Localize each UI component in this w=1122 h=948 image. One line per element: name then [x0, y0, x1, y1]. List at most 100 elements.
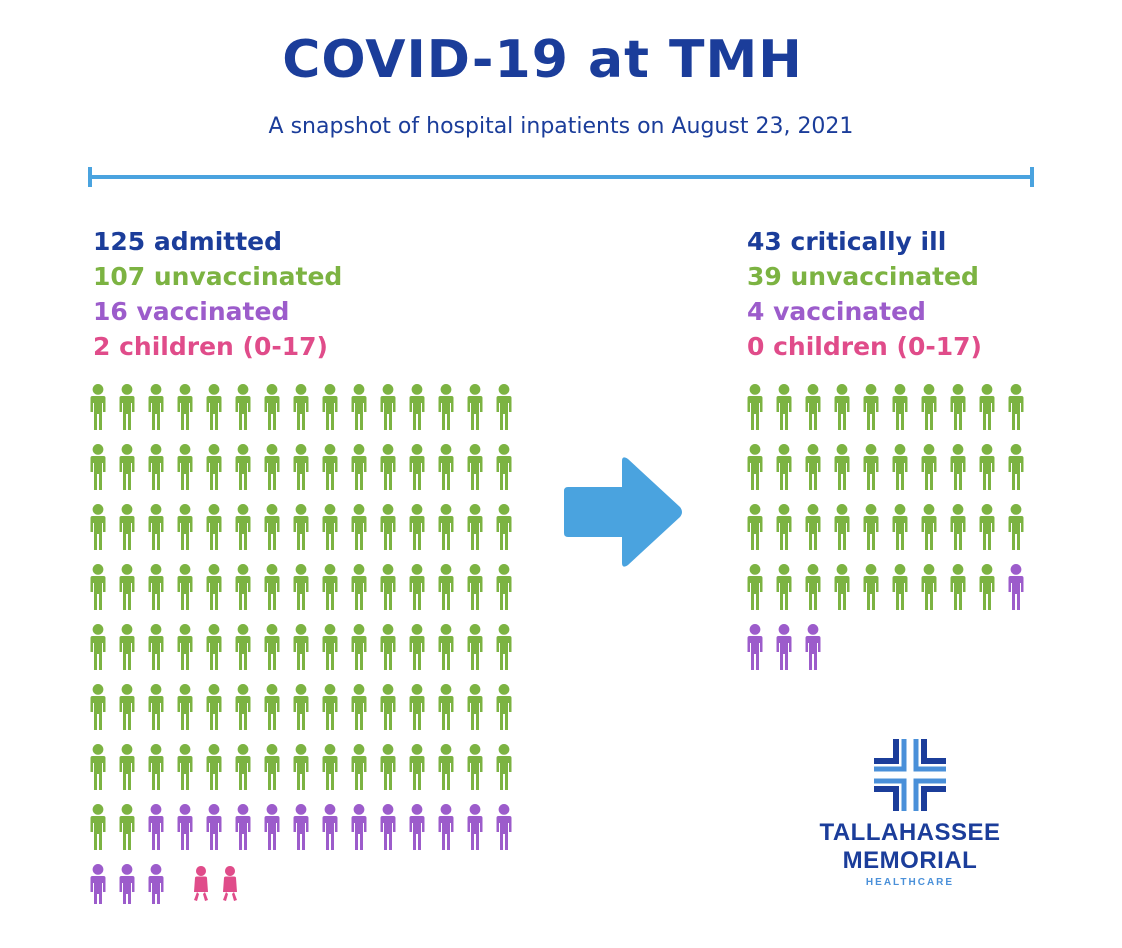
- arrow-right-icon: [564, 457, 682, 567]
- person-icon-vaccinated: [380, 804, 396, 850]
- person-icon-unvaccinated: [148, 504, 164, 550]
- admitted-unvaccinated: 107 unvaccinated: [93, 262, 343, 291]
- person-icon-unvaccinated: [892, 564, 908, 610]
- person-icon-unvaccinated: [148, 624, 164, 670]
- person-icon-unvaccinated: [119, 624, 135, 670]
- person-icon-unvaccinated: [863, 504, 879, 550]
- person-icon-unvaccinated: [979, 564, 995, 610]
- person-icon-unvaccinated: [206, 684, 222, 730]
- person-icon-unvaccinated: [863, 564, 879, 610]
- person-icon-unvaccinated: [264, 444, 280, 490]
- person-icon-vaccinated: [206, 804, 222, 850]
- person-icon-unvaccinated: [351, 384, 367, 430]
- person-icon-unvaccinated: [496, 384, 512, 430]
- person-icon-unvaccinated: [322, 624, 338, 670]
- person-icon-unvaccinated: [496, 684, 512, 730]
- person-icon-unvaccinated: [264, 744, 280, 790]
- person-icon-unvaccinated: [119, 804, 135, 850]
- timeline-divider: [88, 167, 1034, 187]
- page-title: COVID-19 at TMH: [282, 30, 803, 90]
- person-icon-unvaccinated: [409, 624, 425, 670]
- person-icon-unvaccinated: [950, 444, 966, 490]
- person-icon-unvaccinated: [438, 744, 454, 790]
- person-icon-unvaccinated: [235, 444, 251, 490]
- person-icon-unvaccinated: [805, 504, 821, 550]
- person-icon-unvaccinated: [438, 564, 454, 610]
- person-icon-unvaccinated: [467, 684, 483, 730]
- person-icon-unvaccinated: [950, 504, 966, 550]
- person-icon-unvaccinated: [177, 684, 193, 730]
- person-icon-vaccinated: [496, 804, 512, 850]
- critical-vaccinated: 4 vaccinated: [747, 297, 926, 326]
- person-icon-unvaccinated: [438, 684, 454, 730]
- person-icon-unvaccinated: [496, 624, 512, 670]
- person-icon-unvaccinated: [322, 444, 338, 490]
- person-icon-vaccinated: [148, 804, 164, 850]
- person-icon-unvaccinated: [747, 564, 763, 610]
- person-icon-unvaccinated: [90, 744, 106, 790]
- person-icon-unvaccinated: [950, 564, 966, 610]
- person-icon-vaccinated: [409, 804, 425, 850]
- person-icon-vaccinated: [1008, 564, 1024, 610]
- critical-icon-grid: [747, 384, 1024, 670]
- person-icon-unvaccinated: [206, 444, 222, 490]
- critical-stats: 43 critically ill 39 unvaccinated 4 vacc…: [747, 224, 982, 364]
- person-icon-unvaccinated: [264, 384, 280, 430]
- person-icon-unvaccinated: [467, 744, 483, 790]
- person-icon-unvaccinated: [235, 684, 251, 730]
- person-icon-unvaccinated: [322, 564, 338, 610]
- person-icon-unvaccinated: [979, 444, 995, 490]
- person-icon-unvaccinated: [950, 384, 966, 430]
- person-icon-unvaccinated: [235, 624, 251, 670]
- person-icon-unvaccinated: [892, 444, 908, 490]
- person-icon-vaccinated: [467, 804, 483, 850]
- person-icon-unvaccinated: [467, 444, 483, 490]
- person-icon-unvaccinated: [776, 384, 792, 430]
- admitted-stats: 125 admitted 107 unvaccinated 16 vaccina…: [93, 224, 342, 364]
- person-icon-unvaccinated: [351, 744, 367, 790]
- person-icon-unvaccinated: [206, 564, 222, 610]
- person-icon-unvaccinated: [148, 564, 164, 610]
- person-icon-unvaccinated: [90, 564, 106, 610]
- person-icon-unvaccinated: [322, 504, 338, 550]
- person-icon-unvaccinated: [467, 504, 483, 550]
- person-icon-unvaccinated: [148, 444, 164, 490]
- tmh-logo: TALLAHASSEE MEMORIAL HEALTHCARE: [800, 735, 1020, 888]
- logo-line-3: HEALTHCARE: [865, 877, 955, 888]
- admitted-icon-grid: [90, 384, 512, 904]
- person-icon-unvaccinated: [380, 384, 396, 430]
- person-icon-unvaccinated: [177, 504, 193, 550]
- person-icon-unvaccinated: [177, 444, 193, 490]
- person-icon-unvaccinated: [293, 684, 309, 730]
- person-icon-unvaccinated: [177, 384, 193, 430]
- person-icon-unvaccinated: [380, 444, 396, 490]
- person-icon-unvaccinated: [863, 384, 879, 430]
- person-icon-unvaccinated: [467, 384, 483, 430]
- person-icon-vaccinated: [90, 864, 106, 904]
- person-icon-unvaccinated: [90, 804, 106, 850]
- logo-line-1: TALLAHASSEE: [819, 819, 1001, 846]
- person-icon-unvaccinated: [90, 504, 106, 550]
- person-icon-unvaccinated: [921, 444, 937, 490]
- person-icon-unvaccinated: [351, 564, 367, 610]
- person-icon-unvaccinated: [293, 384, 309, 430]
- person-icon-unvaccinated: [776, 564, 792, 610]
- person-icon-unvaccinated: [351, 624, 367, 670]
- person-icon-unvaccinated: [177, 624, 193, 670]
- person-icon-unvaccinated: [1008, 504, 1024, 550]
- person-icon-unvaccinated: [322, 744, 338, 790]
- critical-unvaccinated: 39 unvaccinated: [747, 262, 979, 291]
- person-icon-vaccinated: [747, 624, 763, 670]
- person-icon-unvaccinated: [776, 504, 792, 550]
- person-icon-unvaccinated: [293, 444, 309, 490]
- person-icon-unvaccinated: [805, 564, 821, 610]
- person-icon-vaccinated: [805, 624, 821, 670]
- person-icon-vaccinated: [438, 804, 454, 850]
- person-icon-unvaccinated: [322, 684, 338, 730]
- person-icon-unvaccinated: [834, 504, 850, 550]
- person-icon-unvaccinated: [293, 564, 309, 610]
- person-icon-unvaccinated: [979, 384, 995, 430]
- person-icon-unvaccinated: [235, 504, 251, 550]
- person-icon-unvaccinated: [921, 504, 937, 550]
- person-icon-unvaccinated: [119, 744, 135, 790]
